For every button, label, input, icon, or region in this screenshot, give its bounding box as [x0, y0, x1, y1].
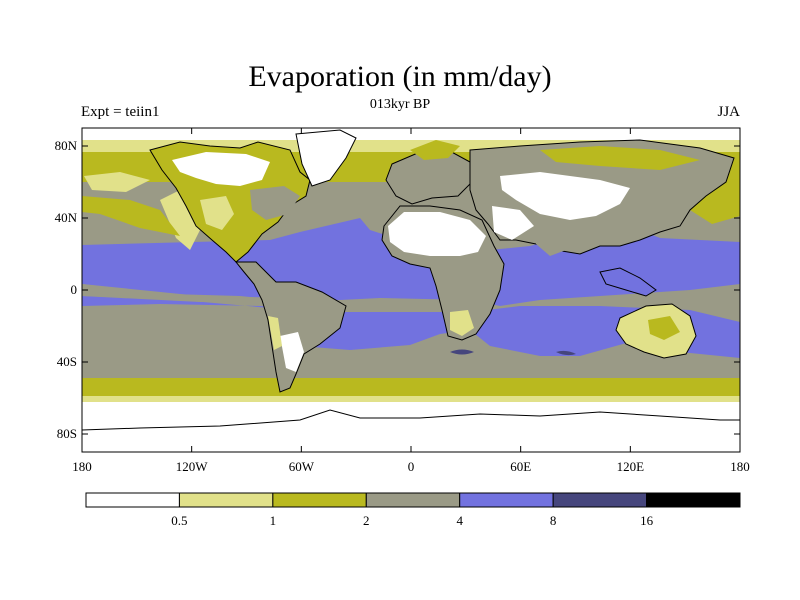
x-tick-label: 60W — [289, 459, 315, 474]
x-tick-label: 0 — [408, 459, 415, 474]
x-tick-label: 120W — [176, 459, 209, 474]
atacama-region — [268, 316, 282, 350]
australia-interior — [648, 316, 680, 340]
arabia-dry-region — [492, 206, 534, 240]
south-america — [234, 261, 347, 393]
colorbar-swatch — [552, 492, 648, 508]
colorbar-swatch — [272, 492, 367, 508]
experiment-label: Expt = teiin1 — [81, 104, 160, 120]
maritime-continent — [599, 267, 657, 297]
high-evaporation-patch — [450, 349, 474, 355]
india-region — [534, 226, 566, 256]
colorbar-swatch — [459, 492, 554, 508]
map-plot-area — [82, 128, 740, 452]
x-tick-label: 180 — [72, 459, 92, 474]
season-label: JJA — [717, 104, 740, 120]
latitude-axis: 80N 40N 0 40S 80S — [55, 138, 740, 441]
y-tick-label: 40S — [57, 354, 77, 369]
colorbar-label: 4 — [456, 513, 463, 528]
y-tick-label: 0 — [71, 282, 78, 297]
california-current-region — [160, 190, 200, 250]
great-basin-region — [200, 196, 234, 230]
bering-yellow — [84, 172, 150, 192]
eastern-us-region — [250, 186, 300, 220]
north-america-dry-interior — [172, 152, 270, 186]
kalahari-region — [450, 310, 474, 336]
y-tick-label: 80N — [55, 138, 78, 153]
colorbar-labels: 0.5 1 2 4 8 16 — [171, 513, 653, 528]
y-tick-label: 40N — [55, 210, 78, 225]
equatorial-gray-strip — [82, 284, 300, 302]
siberia-olive-region — [540, 146, 700, 170]
y-tick-label: 80S — [57, 426, 77, 441]
colorbar-swatch — [85, 492, 180, 508]
colorbar-label: 8 — [550, 513, 557, 528]
patagonia-dry-region — [280, 332, 304, 372]
colorbar-swatch — [646, 492, 741, 508]
south-tropical-blue-band — [82, 296, 740, 358]
chart-subtitle: 013kyr BP — [369, 97, 431, 112]
colorbar-swatch — [178, 492, 274, 508]
colorbar-label: 1 — [270, 513, 277, 528]
antarctica-coastline — [82, 409, 740, 431]
colorbar-label: 0.5 — [171, 513, 187, 528]
colorbar-swatch — [365, 492, 461, 508]
scandinavia — [410, 140, 460, 160]
x-tick-label: 60E — [510, 459, 531, 474]
high-evaporation-patch — [556, 350, 576, 356]
colorbar-label: 2 — [363, 513, 370, 528]
central-asia-dry-region — [500, 172, 630, 220]
sahara-dry-region — [388, 212, 486, 256]
longitude-axis: 180 120W 60W 0 60E 120E 180 — [72, 128, 750, 474]
greenland — [295, 129, 357, 187]
x-tick-label: 180 — [730, 459, 750, 474]
colorbar — [85, 492, 741, 508]
colorbar-label: 16 — [640, 513, 654, 528]
chart-title: Evaporation (in mm/day) — [248, 60, 552, 93]
north-pacific-olive — [82, 196, 180, 236]
x-tick-label: 120E — [617, 459, 645, 474]
